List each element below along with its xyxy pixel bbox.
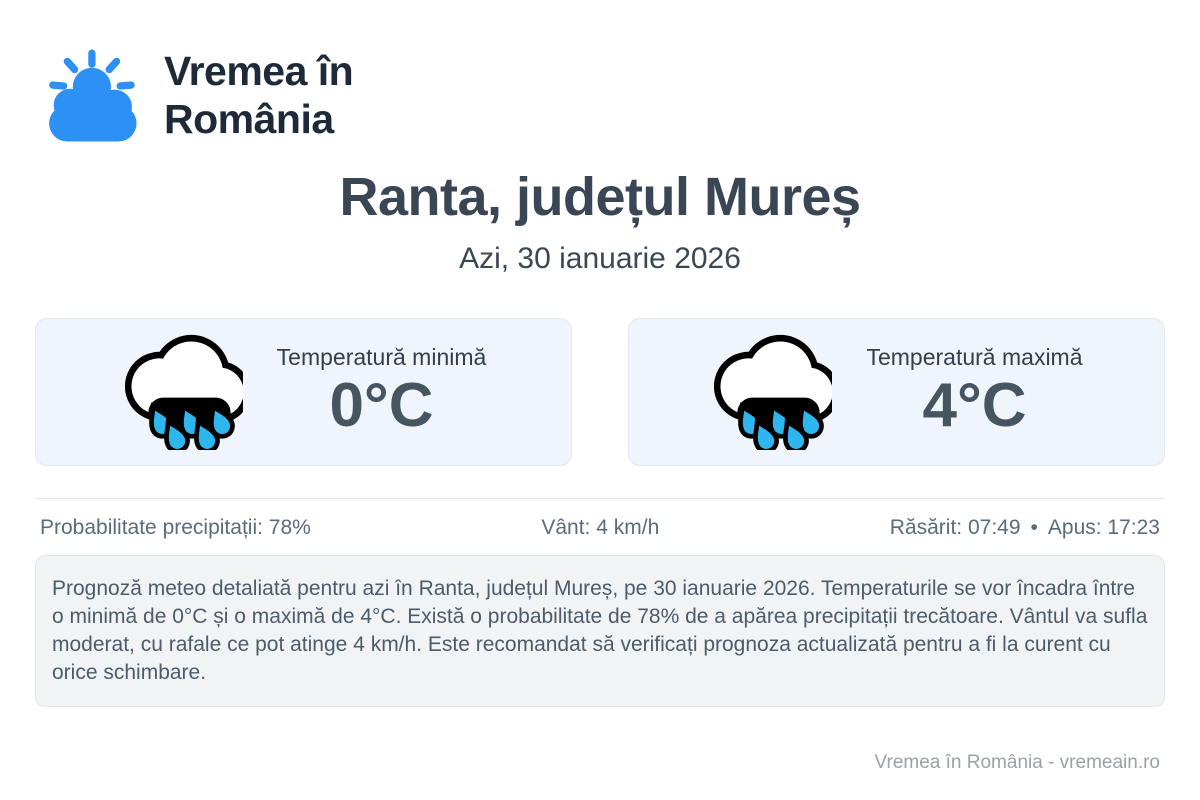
min-temperature-text: Temperatură minimă 0°C <box>277 344 487 440</box>
max-temperature-text: Temperatură maximă 4°C <box>866 344 1082 440</box>
site-title: Vremea în România <box>164 48 354 144</box>
max-temperature-card: Temperatură maximă 4°C <box>628 318 1165 466</box>
wind-stat: Vânt: 4 km/h <box>541 516 660 539</box>
page-subtitle: Azi, 30 ianuarie 2026 <box>459 242 741 275</box>
rain-cloud-icon <box>124 334 243 450</box>
min-temperature-value: 0°C <box>329 371 434 441</box>
site-logo: Vremea în România <box>40 48 1200 144</box>
sun-cloud-logo-icon <box>49 49 137 142</box>
site-title-line2: România <box>164 96 334 142</box>
bullet-separator: • <box>1030 516 1038 539</box>
footer-credit: Vremea în România - vremeain.ro <box>874 752 1160 773</box>
rain-cloud-icon <box>714 334 833 450</box>
temperature-cards: Temperatură minimă 0°C <box>35 318 1165 466</box>
site-title-line1: Vremea în <box>164 48 354 95</box>
sunrise-stat: Răsărit: 07:49 <box>889 516 1021 539</box>
min-temperature-card: Temperatură minimă 0°C <box>35 318 572 466</box>
max-temperature-label: Temperatură maximă <box>866 344 1083 371</box>
max-temperature-value: 4°C <box>922 371 1027 441</box>
page-title: Ranta, județul Mureș <box>339 167 861 227</box>
precipitation-stat: Probabilitate precipitații: 78% <box>40 516 311 539</box>
stats-row: Probabilitate precipitații: 78% Vânt: 4 … <box>40 516 1160 540</box>
sun-times-stat: Răsărit: 07:49 • Apus: 17:23 <box>890 516 1160 540</box>
min-temperature-label: Temperatură minimă <box>276 344 487 371</box>
forecast-summary: Prognoză meteo detaliată pentru azi în R… <box>35 555 1165 707</box>
divider <box>35 498 1165 499</box>
sunset-stat: Apus: 17:23 <box>1047 516 1160 539</box>
